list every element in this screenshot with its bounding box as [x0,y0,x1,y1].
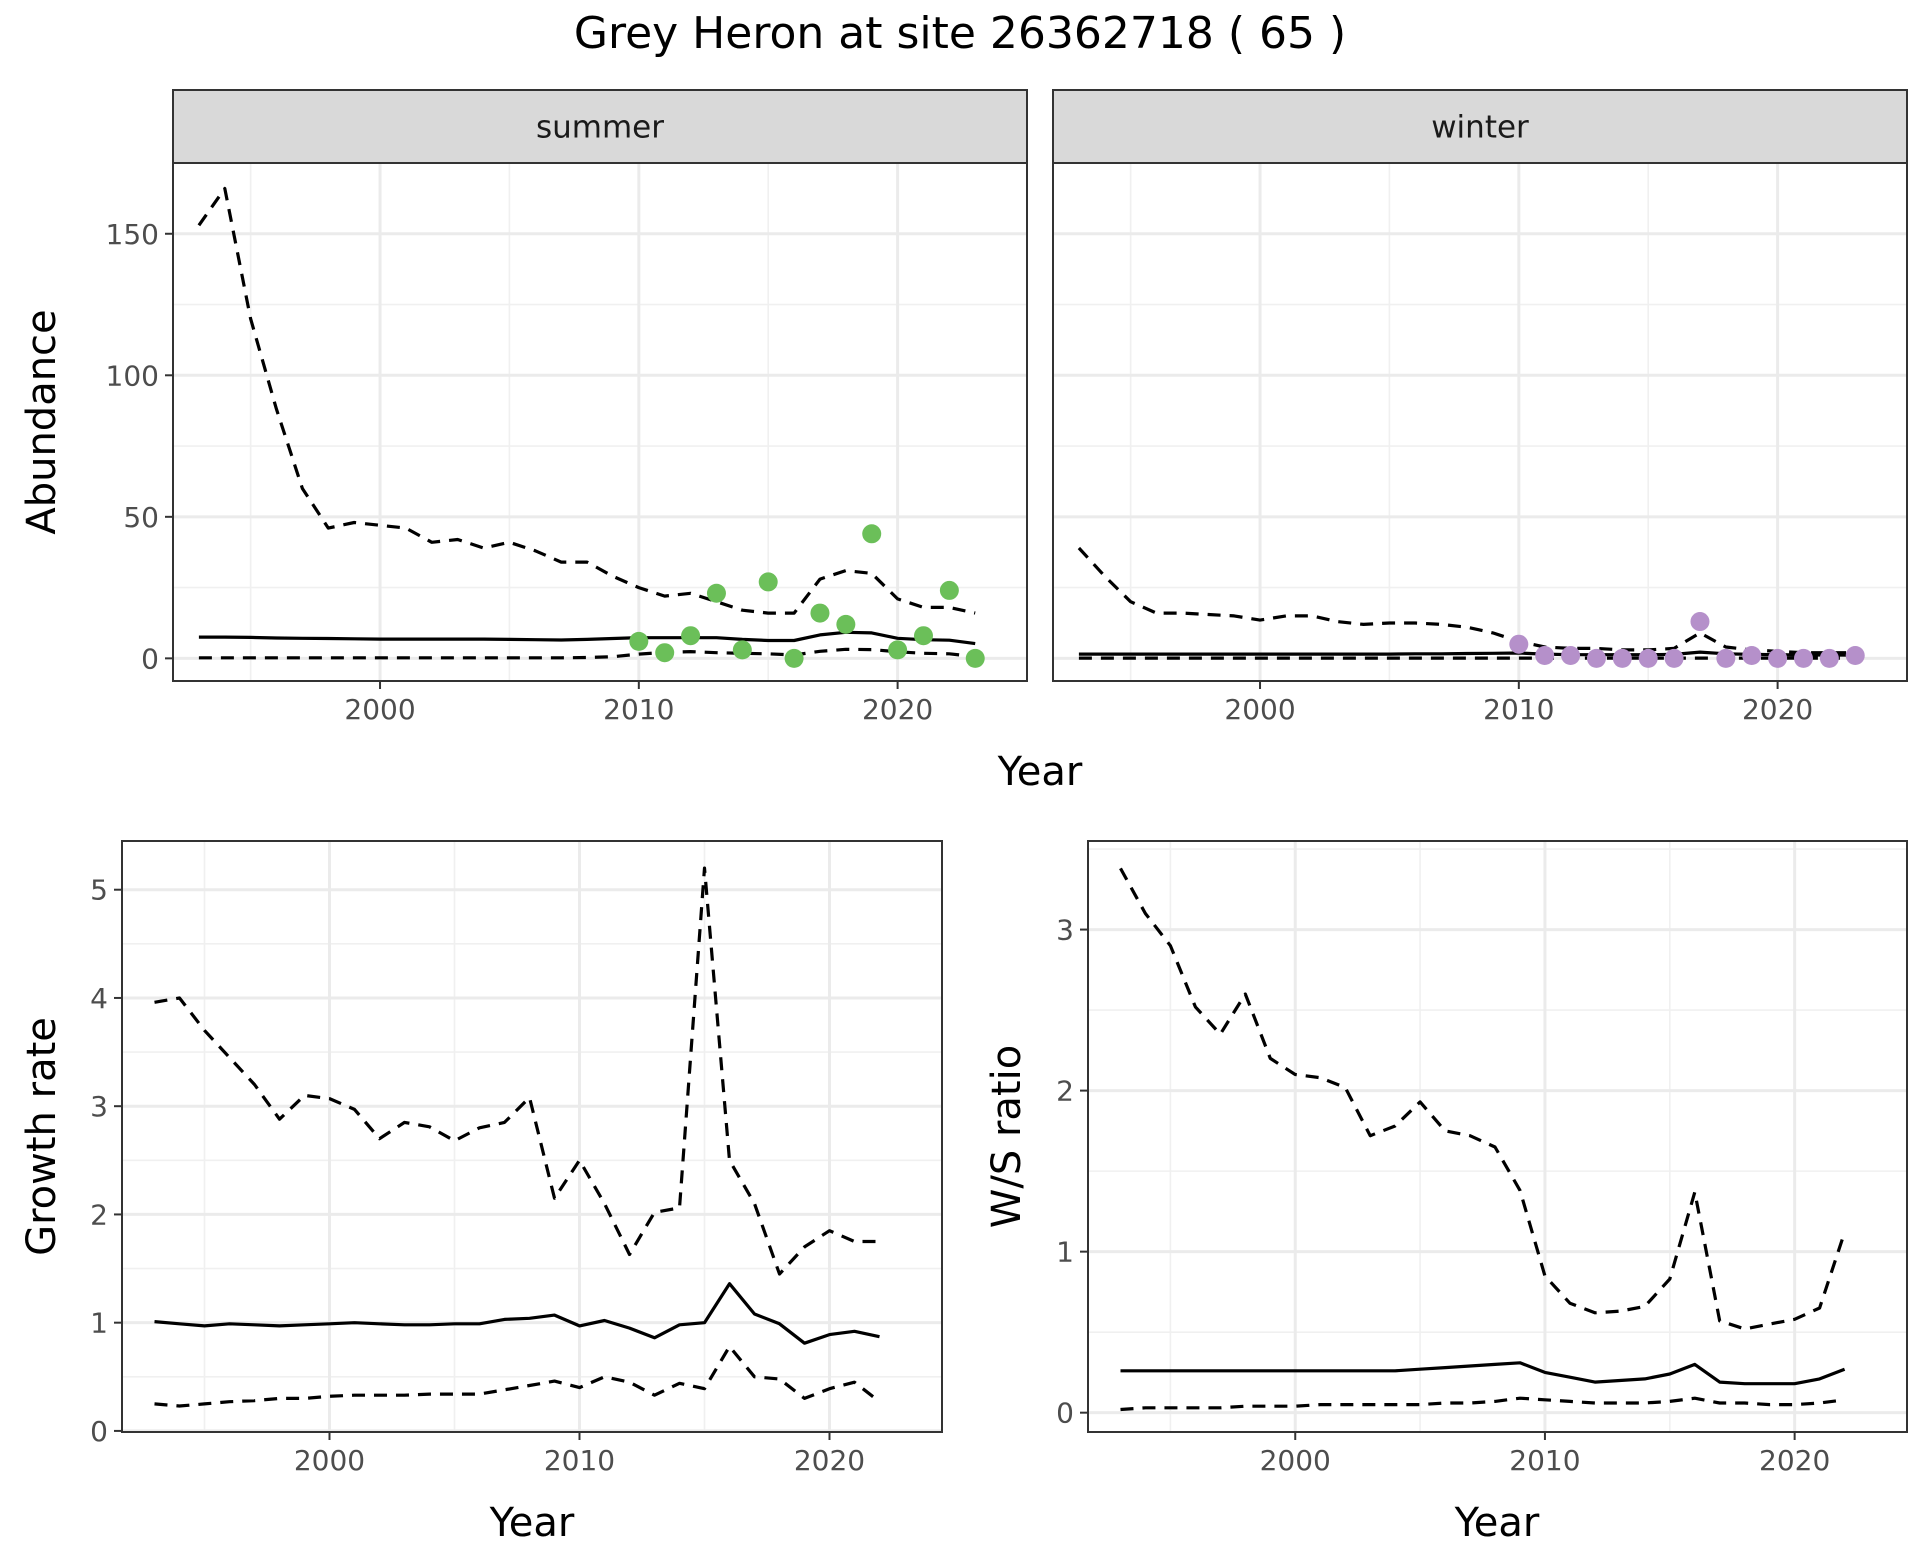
winter-x-tick-label: 2020 [1742,693,1813,726]
winter-data-point [1586,648,1606,668]
summer-data-point [965,648,985,668]
growth-line-upper [154,866,880,1276]
summer-data-point [862,524,882,544]
growth-x-tick-label: 2020 [794,1444,865,1477]
growth-y-tick-label: 1 [90,1307,108,1340]
summer-data-point [913,626,933,646]
growth-y-tick-label: 2 [90,1198,108,1231]
growth-x-axis-title: Year [489,1500,575,1546]
summer-x-tick-label: 2020 [862,693,933,726]
winter-data-point [1690,612,1710,632]
summer-data-point [706,583,726,603]
ratio-y-tick-label: 2 [1056,1075,1074,1108]
winter-data-point [1819,648,1839,668]
growth-y-axis-title: Growth rate [19,1017,65,1256]
growth-y-tick-label: 4 [90,982,108,1015]
ratio-y-tick-label: 0 [1056,1397,1074,1430]
summer-line-lower [198,647,976,660]
winter-x-tick-label: 2000 [1224,693,1295,726]
growth-y-tick-label: 0 [90,1415,108,1448]
summer-data-point [810,603,830,623]
summer-data-point [681,626,701,646]
growth-line-lower [154,1344,881,1408]
ratio-y-tick-label: 1 [1056,1236,1074,1269]
winter-x-tick-label: 2010 [1483,693,1554,726]
growth-panel-border [121,840,943,1433]
winter-line-upper [1077,546,1856,655]
growth-x-tick-label: 2010 [544,1444,615,1477]
ratio-y-tick-label: 3 [1056,914,1074,947]
winter-data-point [1664,648,1684,668]
winter-data-point [1612,648,1632,668]
growth-y-tick-label: 3 [90,1090,108,1123]
summer-x-tick-label: 2010 [603,693,674,726]
winter-data-point [1845,646,1865,666]
growth-line-estimate [154,1282,880,1345]
summer-data-point [836,614,856,634]
summer-y-tick-label: 50 [123,501,159,534]
ratio-x-tick-label: 2000 [1260,1444,1331,1477]
ratio-x-tick-label: 2020 [1759,1444,1830,1477]
growth-y-tick-label: 5 [90,874,108,907]
summer-data-point [758,572,778,592]
winter-data-point [1793,648,1813,668]
summer-data-point [655,643,675,663]
winter-data-point [1742,646,1762,666]
winter-data-point [1716,648,1736,668]
summer-data-point [888,640,908,660]
summer-strip [172,89,1028,164]
winter-data-point [1535,646,1555,666]
summer-data-point [732,640,752,660]
ratio-x-tick-label: 2010 [1509,1444,1580,1477]
summer-data-point [629,631,649,651]
winter-strip [1052,89,1908,164]
ratio-panel-background [1088,841,1907,1432]
summer-x-axis-title: Year [997,749,1083,795]
summer-y-tick-label: 0 [141,642,159,675]
ratio-x-axis-title: Year [1454,1500,1540,1546]
winter-data-point [1561,646,1581,666]
winter-data-point [1509,634,1529,654]
winter-panel-background [1053,163,1907,681]
growth-x-tick-label: 2000 [294,1444,365,1477]
winter-data-point [1768,648,1788,668]
summer-x-tick-label: 2000 [344,693,415,726]
growth-panel-background [122,841,942,1432]
summer-data-point [939,580,959,600]
ratio-line-lower [1120,1396,1845,1412]
summer-line-upper [197,186,976,615]
winter-data-point [1638,648,1658,668]
figure-title: Grey Heron at site 26362718 ( 65 ) [574,8,1346,59]
ratio-y-axis-title: W/S ratio [984,1045,1030,1228]
winter-line-estimate [1078,650,1856,657]
summer-data-point [784,648,804,668]
winter-strip-label: winter [1431,110,1529,146]
summer-y-axis-title: Abundance [19,309,65,534]
summer-strip-label: summer [536,110,664,146]
ratio-panel-border [1087,840,1908,1433]
summer-y-tick-label: 100 [106,359,159,392]
ratio-line-estimate [1120,1361,1846,1386]
summer-y-tick-label: 150 [106,218,159,251]
summer-panel-background [173,163,1027,681]
